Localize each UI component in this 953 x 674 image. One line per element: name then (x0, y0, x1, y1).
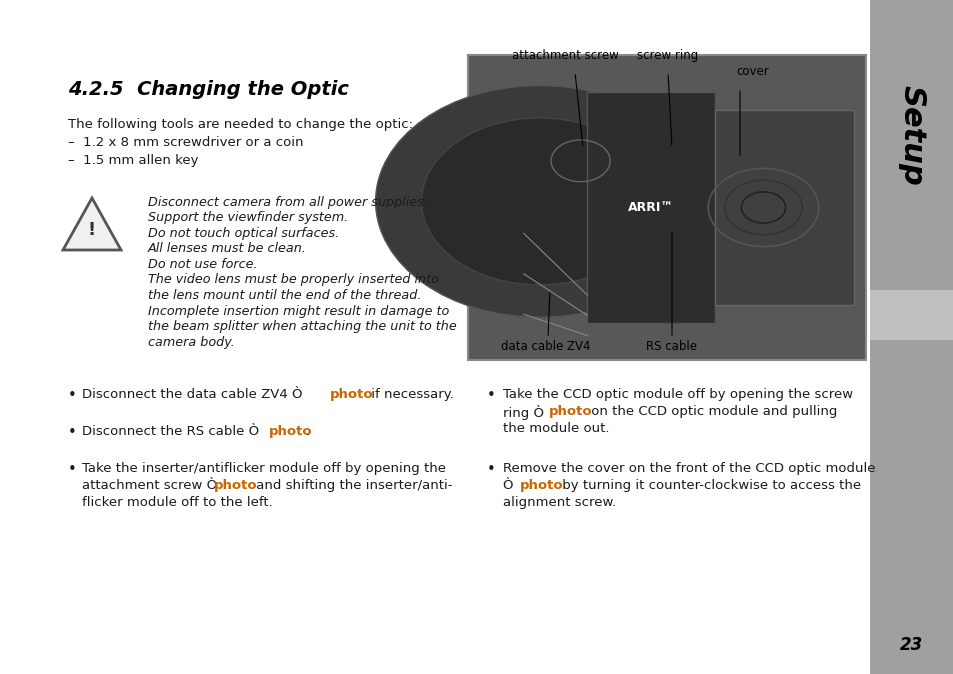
Bar (869, 0, 953, 674)
Text: The following tools are needed to change the optic:: The following tools are needed to change… (68, 118, 413, 131)
Text: Do not touch optical surfaces.: Do not touch optical surfaces. (148, 227, 338, 240)
Text: •: • (486, 462, 496, 477)
Text: RS cable: RS cable (646, 340, 697, 353)
Text: the module out.: the module out. (502, 422, 609, 435)
Text: !: ! (88, 221, 96, 239)
Text: on the CCD optic module and pulling: on the CCD optic module and pulling (586, 405, 837, 418)
Polygon shape (63, 198, 121, 250)
Text: Disconnect the RS cable Ò: Disconnect the RS cable Ò (82, 425, 263, 438)
Text: All lenses must be clean.: All lenses must be clean. (148, 243, 307, 255)
Text: –  1.2 x 8 mm screwdriver or a coin: – 1.2 x 8 mm screwdriver or a coin (68, 136, 303, 149)
Text: Incomplete insertion might result in damage to: Incomplete insertion might result in dam… (148, 305, 449, 317)
Text: –  1.5 mm allen key: – 1.5 mm allen key (68, 154, 198, 167)
Text: •: • (68, 462, 76, 477)
Text: Disconnect the data cable ZV4 Ò: Disconnect the data cable ZV4 Ò (82, 388, 307, 401)
Text: flicker module off to the left.: flicker module off to the left. (82, 496, 273, 509)
Text: Ò: Ò (502, 479, 517, 492)
Text: by turning it counter-clockwise to access the: by turning it counter-clockwise to acces… (558, 479, 861, 492)
Text: ring Ò: ring Ò (502, 405, 548, 420)
Text: alignment screw.: alignment screw. (502, 496, 616, 509)
Text: Support the viewfinder system.: Support the viewfinder system. (148, 212, 348, 224)
Text: •: • (68, 388, 76, 403)
Text: Take the CCD optic module off by opening the screw: Take the CCD optic module off by opening… (502, 388, 852, 401)
Text: photo: photo (519, 479, 563, 492)
Text: 4.2.5  Changing the Optic: 4.2.5 Changing the Optic (68, 80, 349, 99)
Text: 23: 23 (900, 636, 923, 654)
Text: •: • (68, 425, 76, 440)
Text: Disconnect camera from all power supplies.: Disconnect camera from all power supplie… (148, 196, 427, 209)
Text: The video lens must be properly inserted into: The video lens must be properly inserted… (148, 274, 438, 286)
Circle shape (375, 86, 703, 317)
Text: the lens mount until the end of the thread.: the lens mount until the end of the thre… (148, 289, 421, 302)
Text: Do not use force.: Do not use force. (148, 258, 257, 271)
Text: photo: photo (269, 425, 313, 438)
Bar (468, 55, 865, 360)
Text: the beam splitter when attaching the unit to the: the beam splitter when attaching the uni… (148, 320, 456, 333)
Text: photo: photo (548, 405, 592, 418)
Text: data cable ZV4: data cable ZV4 (500, 340, 590, 353)
Text: •: • (486, 388, 496, 403)
Text: attachment screw: attachment screw (511, 49, 618, 62)
Text: cover: cover (735, 65, 768, 78)
Text: camera body.: camera body. (148, 336, 234, 348)
Bar (869, 290, 953, 340)
Text: Take the inserter/antiflicker module off by opening the: Take the inserter/antiflicker module off… (82, 462, 446, 475)
Text: Remove the cover on the front of the CCD optic module: Remove the cover on the front of the CCD… (502, 462, 875, 475)
Text: photo: photo (213, 479, 257, 492)
Text: attachment screw Ò: attachment screw Ò (82, 479, 221, 492)
Bar (587, 92, 714, 324)
Text: Setup: Setup (897, 84, 925, 185)
Bar (714, 110, 853, 305)
Text: .: . (306, 425, 310, 438)
Text: and shifting the inserter/anti-: and shifting the inserter/anti- (252, 479, 452, 492)
Text: ARRI™: ARRI™ (627, 201, 674, 214)
Text: photo: photo (330, 388, 374, 401)
Text: if necessary.: if necessary. (367, 388, 454, 401)
Text: screw ring: screw ring (637, 49, 698, 62)
Circle shape (421, 118, 657, 285)
